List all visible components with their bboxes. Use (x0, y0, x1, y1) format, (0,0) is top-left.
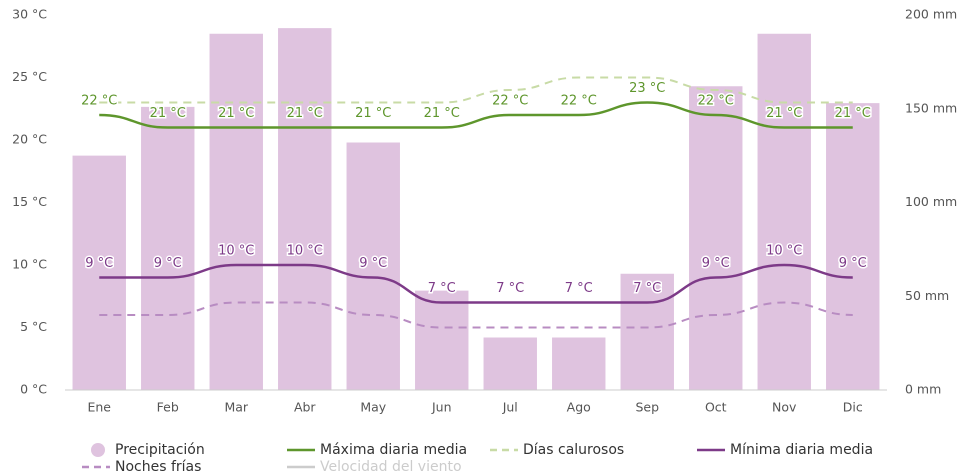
y2-tick-label: 200 mm (905, 7, 957, 22)
y-tick-label: 15 °C (12, 194, 47, 209)
line-series (99, 301, 853, 329)
x-tick-label: May (360, 400, 386, 415)
data-label: 21 °C (766, 106, 802, 121)
x-tick-label: Abr (294, 400, 316, 415)
data-label: 9 °C (839, 256, 867, 271)
data-label: 7 °C (565, 281, 593, 296)
data-label: 7 °C (428, 281, 456, 296)
line-series (99, 101, 853, 129)
data-label: 22 °C (698, 94, 734, 109)
x-tick-label: Nov (772, 400, 797, 415)
bar (346, 142, 400, 390)
data-label: 9 °C (85, 256, 113, 271)
legend-label: Días calurosos (523, 442, 624, 458)
y-tick-label: 5 °C (20, 319, 47, 334)
x-tick-label: Ene (87, 400, 111, 415)
bar (552, 337, 606, 390)
data-label: 21 °C (355, 106, 391, 121)
data-label: 21 °C (218, 106, 254, 121)
line-series (99, 76, 853, 104)
data-label: 9 °C (702, 256, 730, 271)
data-label: 21 °C (287, 106, 323, 121)
bar (826, 103, 880, 390)
data-label: 23 °C (629, 81, 665, 96)
x-tick-label: Mar (224, 400, 248, 415)
data-label: 7 °C (633, 281, 661, 296)
data-label: 21 °C (835, 106, 871, 121)
y2-tick-label: 0 mm (905, 382, 941, 397)
x-tick-label: Feb (157, 400, 179, 415)
x-tick-label: Oct (705, 400, 727, 415)
x-tick-label: Sep (635, 400, 659, 415)
data-label: 9 °C (154, 256, 182, 271)
x-tick-label: Jun (431, 400, 452, 415)
legend-label: Mínima diaria media (730, 442, 873, 458)
legend-label: Velocidad del viento (320, 459, 462, 475)
data-label: 21 °C (424, 106, 460, 121)
data-label: 10 °C (287, 244, 323, 259)
y-tick-label: 10 °C (12, 257, 47, 272)
legend-label: Noches frías (115, 459, 201, 475)
bar (72, 155, 126, 390)
y-tick-label: 20 °C (12, 132, 47, 147)
bar (483, 337, 537, 390)
x-tick-label: Dic (843, 400, 863, 415)
bar (689, 86, 743, 390)
legend-marker (91, 443, 105, 457)
y-tick-label: 0 °C (20, 382, 47, 397)
bar (209, 33, 263, 390)
data-label: 9 °C (359, 256, 387, 271)
bar (415, 290, 469, 390)
data-label: 21 °C (150, 106, 186, 121)
bar (278, 28, 332, 390)
data-label: 10 °C (218, 244, 254, 259)
y2-tick-label: 150 mm (905, 100, 957, 115)
y-tick-label: 30 °C (12, 7, 47, 22)
y2-tick-label: 100 mm (905, 194, 957, 209)
line-series (99, 263, 853, 304)
x-tick-label: Jul (502, 400, 518, 415)
y-tick-label: 25 °C (12, 69, 47, 84)
data-label: 7 °C (496, 281, 524, 296)
bar (141, 106, 195, 390)
data-label: 22 °C (492, 94, 528, 109)
data-label: 22 °C (561, 94, 597, 109)
data-label: 22 °C (81, 94, 117, 109)
x-tick-label: Ago (567, 400, 591, 415)
bar (620, 273, 674, 390)
bar (757, 33, 811, 390)
legend-label: Precipitación (115, 442, 205, 458)
data-label: 10 °C (766, 244, 802, 259)
y2-tick-label: 50 mm (905, 288, 949, 303)
legend-label: Máxima diaria media (320, 442, 467, 458)
